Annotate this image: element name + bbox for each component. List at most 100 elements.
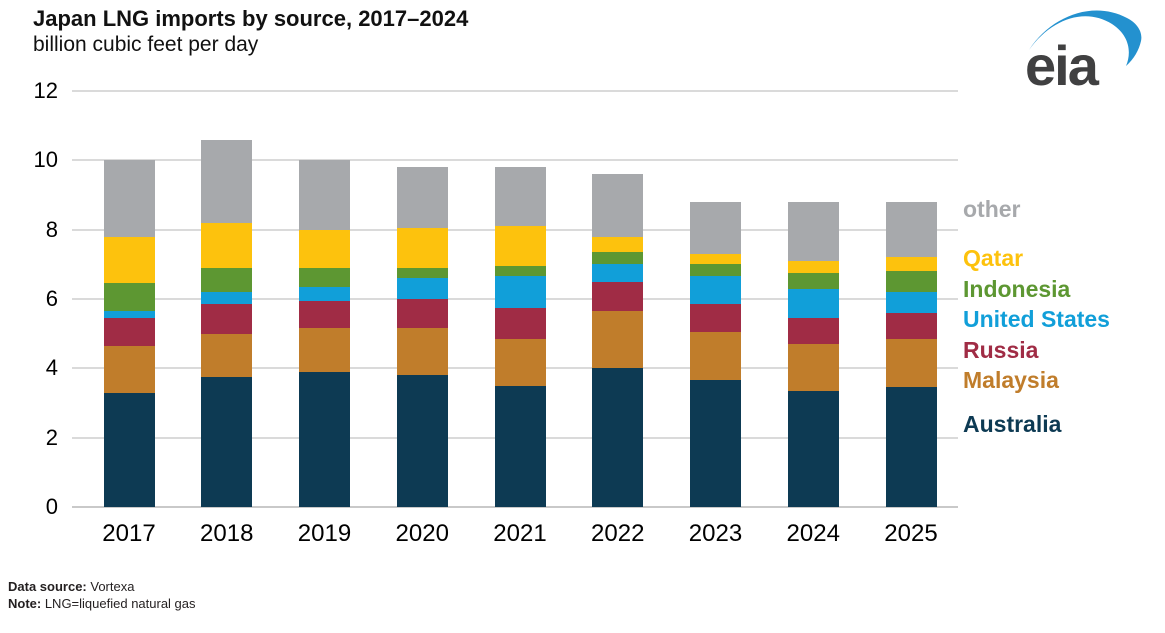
y-tick-label-8: 8 [45,216,58,242]
bar-segment-2020-indonesia [396,267,448,279]
bar-segment-2022-other [592,174,644,237]
note-value: LNG=liquefied natural gas [41,596,196,611]
bar-segment-2020-other [396,167,448,228]
bar-2024 [787,201,839,507]
bar-segment-2022-indonesia [592,252,644,265]
bar-segment-2023-qatar [690,253,741,265]
x-tick-label-2020: 2020 [395,520,449,547]
bar-2019 [299,160,350,507]
bar-segment-2018-qatar [201,222,253,268]
bar-segment-2017-malaysia [103,345,155,393]
chart-title: Japan LNG imports by source, 2017–2024 [33,6,469,31]
y-tick-label-4: 4 [45,355,58,381]
x-tick-label-2023: 2023 [688,520,743,547]
x-tick-label-2018: 2018 [200,520,254,547]
bar-segment-2019-united-states [299,286,350,301]
legend-label-malaysia: Malaysia [963,367,1059,393]
bar-segment-2019-australia [299,371,350,507]
data-source-label: Data source: [8,579,87,594]
bar-segment-2018-united-states [201,292,253,305]
bar-segment-2022-russia [592,281,644,312]
bar-segment-2018-australia [201,377,253,507]
bar-segment-2017-qatar [103,236,155,284]
bar-segment-2023-united-states [690,276,741,305]
bar-2023 [690,201,741,507]
bar-2022 [592,174,644,507]
bar-segment-2025-other [885,201,937,258]
y-tick-label-6: 6 [45,286,58,311]
eia-logo: eia [1025,6,1147,97]
bar-segment-2024-qatar [787,260,839,273]
x-tick-label-2025: 2025 [884,520,938,547]
bar-segment-2023-other [690,201,741,254]
bar-segment-2020-australia [396,375,448,507]
bar-segment-2023-russia [690,304,741,332]
bar-segment-2021-united-states [494,276,546,308]
y-tick-label-0: 0 [45,494,58,519]
bar-segment-2019-qatar [299,229,350,268]
bar-segment-2024-australia [787,390,839,507]
y-tick-label-10: 10 [33,147,58,173]
bar-segment-2017-russia [103,318,155,346]
eia-swoosh-icon [1029,10,1142,66]
bar-segment-2021-qatar [494,226,546,267]
bar-segment-2021-australia [494,385,546,507]
bar-segment-2017-other [103,160,155,237]
plot-area [72,90,958,508]
bar-segment-2025-russia [885,312,937,339]
x-axis-line [72,506,958,508]
y-tick-label-12: 12 [33,78,58,103]
legend-label-united-states: United States [963,306,1110,332]
bar-segment-2021-indonesia [494,266,546,277]
legend-label-qatar: Qatar [963,245,1024,271]
bar-segment-2020-russia [396,299,448,329]
bar-segment-2020-qatar [396,227,448,268]
bar-segment-2018-malaysia [201,333,253,377]
bar-segment-2019-other [299,160,350,230]
y-tick-label-2: 2 [45,424,58,450]
x-tick-label-2022: 2022 [591,520,645,547]
bar-segment-2022-malaysia [592,311,644,369]
gridline-10 [72,159,958,162]
bar-segment-2019-malaysia [299,328,350,372]
bar-segment-2022-united-states [592,264,644,282]
bar-segment-2018-russia [201,304,253,334]
note-line: Note: LNG=liquefied natural gas [8,595,196,612]
legend-label-indonesia: Indonesia [963,276,1071,302]
bar-2018 [201,139,253,507]
eia-logo-text: eia [1025,34,1100,90]
footer-notes: Data source: Vortexa Note: LNG=liquefied… [8,578,196,612]
bar-segment-2020-united-states [396,278,448,299]
bar-segment-2019-indonesia [299,267,350,287]
bar-segment-2024-united-states [787,288,839,319]
bar-segment-2021-russia [494,307,546,339]
bar-segment-2023-malaysia [690,331,741,381]
bar-segment-2017-indonesia [103,283,155,312]
bar-segment-2019-russia [299,300,350,329]
bar-segment-2023-australia [690,380,741,507]
bar-segment-2025-qatar [885,257,937,272]
bar-2021 [494,167,546,507]
gridline-12 [72,90,958,92]
x-tick-label-2019: 2019 [297,520,352,547]
bar-segment-2024-other [787,201,839,261]
bar-segment-2022-qatar [592,236,644,253]
data-source-line: Data source: Vortexa [8,578,196,595]
x-tick-label-2024: 2024 [786,520,840,547]
bar-segment-2023-indonesia [690,264,741,277]
bar-2025 [885,201,937,507]
eia-logo-graphic: eia [1025,10,1142,97]
bar-segment-2022-australia [592,368,644,507]
bar-segment-2025-indonesia [885,271,937,293]
bar-segment-2020-malaysia [396,328,448,376]
bar-segment-2025-united-states [885,292,937,313]
bar-2017 [103,160,155,507]
bar-2020 [396,167,448,507]
note-label: Note: [8,596,42,611]
bar-segment-2025-malaysia [885,338,937,388]
data-source-value: Vortexa [86,579,135,594]
bar-segment-2024-malaysia [787,344,839,391]
bar-segment-2018-indonesia [201,267,253,293]
bar-segment-2024-russia [787,318,839,345]
bar-segment-2017-united-states [103,311,155,319]
